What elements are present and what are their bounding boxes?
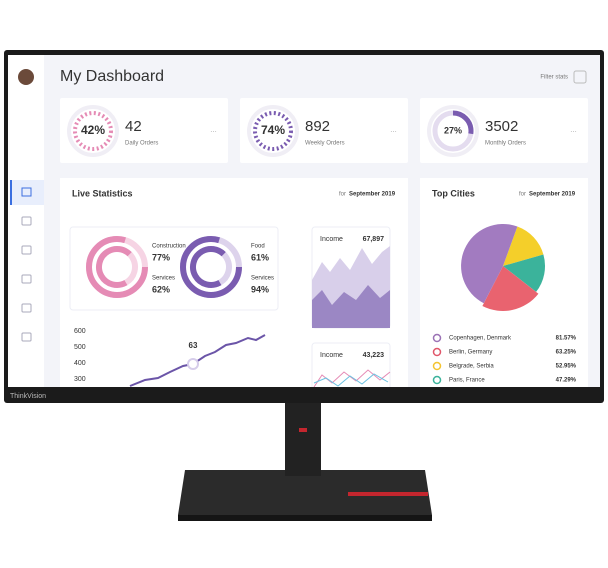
- city-dot: [432, 375, 442, 385]
- donut-name: Services: [152, 276, 175, 282]
- period[interactable]: September 2019: [529, 192, 576, 198]
- base-edge: [178, 515, 432, 521]
- dashboard-title: My Dashboard: [60, 68, 164, 85]
- stat-menu[interactable]: …: [570, 127, 577, 134]
- screen: My Dashboard Filter stats Live Statistic…: [8, 55, 600, 387]
- city-name: Copenhagen, Denmark: [449, 336, 512, 342]
- nav-icon[interactable]: [21, 245, 32, 255]
- nav-icon[interactable]: [21, 274, 32, 284]
- city-value: 47.29%: [556, 378, 577, 384]
- pie-slice: [482, 266, 539, 311]
- donut-outer-fill: [86, 236, 148, 298]
- income-value: 67,897: [363, 236, 385, 243]
- donut-name: Services: [251, 276, 274, 282]
- city-name: Belgrade, Serbia: [449, 364, 494, 370]
- live-title: Live Statistics: [72, 188, 133, 198]
- income-value: 43,223: [363, 352, 385, 359]
- stat-value: 892: [305, 118, 330, 135]
- brand: ThinkVision: [10, 393, 46, 400]
- income-line: [313, 373, 389, 387]
- trend-label: 63: [189, 341, 198, 350]
- base-accent: [348, 492, 428, 496]
- period-prefix: for: [519, 192, 526, 198]
- donut-name: Food: [251, 244, 265, 250]
- stat-percent: 74%: [261, 123, 285, 137]
- period[interactable]: September 2019: [349, 192, 396, 198]
- stat-value: 42: [125, 118, 142, 135]
- nav-icon[interactable]: [21, 216, 32, 226]
- nav-active-bar: [10, 180, 12, 205]
- neck-accent: [299, 428, 307, 432]
- ring-dots: [73, 111, 113, 151]
- nav-icon[interactable]: [21, 303, 32, 313]
- y-tick-label: 600: [74, 328, 86, 335]
- y-tick-label: 300: [74, 376, 86, 383]
- trend-line: [129, 334, 266, 387]
- nav-icon[interactable]: [21, 187, 32, 197]
- donut-value: 62%: [152, 284, 170, 294]
- stat-label: Weekly Orders: [305, 141, 345, 147]
- city-name: Berlin, Germany: [449, 350, 492, 356]
- filter-icon[interactable]: [573, 70, 587, 84]
- ring-dots: [253, 111, 293, 151]
- donut-value: 61%: [251, 252, 269, 262]
- period-prefix: for: [339, 192, 346, 198]
- stat-value: 3502: [485, 118, 518, 135]
- income-area: [312, 285, 390, 328]
- stat-percent: 27%: [444, 125, 462, 135]
- stat-label: Monthly Orders: [485, 141, 526, 147]
- donut-value: 94%: [251, 284, 269, 294]
- nav-active: [10, 180, 44, 205]
- city-value: 52.95%: [556, 364, 577, 370]
- income-label: Income: [320, 236, 343, 243]
- nav-icon[interactable]: [21, 332, 32, 342]
- trend-point: [187, 358, 199, 370]
- sidebar: [8, 55, 44, 387]
- donut-inner-bg: [190, 246, 232, 288]
- stat-percent: 42%: [81, 123, 105, 137]
- income-card: [311, 342, 391, 387]
- city-value: 81.57%: [556, 336, 577, 342]
- city-name: Paris, France: [449, 378, 485, 384]
- pie-slice: [503, 254, 546, 292]
- stat-menu[interactable]: …: [390, 127, 397, 134]
- city-value: 63.25%: [556, 350, 577, 356]
- y-tick-label: 500: [74, 344, 86, 351]
- filter-link[interactable]: Filter stats: [540, 75, 568, 81]
- donut-outer-fill: [180, 236, 242, 298]
- cities-title: Top Cities: [432, 188, 475, 198]
- donut-name: Construction: [152, 244, 186, 250]
- income-label: Income: [320, 352, 343, 359]
- stand-neck: [285, 400, 321, 476]
- donut-inner-bg: [96, 246, 138, 288]
- pie-slice: [503, 226, 544, 266]
- ring-fill: [432, 110, 474, 152]
- y-tick-label: 400: [74, 360, 86, 367]
- city-dot: [432, 333, 442, 343]
- stat-label: Daily Orders: [125, 141, 158, 147]
- stat-menu[interactable]: …: [210, 127, 217, 134]
- stand-base: [178, 470, 432, 515]
- avatar: [18, 69, 34, 85]
- pie-slice: [461, 223, 518, 304]
- donut-value: 77%: [152, 252, 170, 262]
- city-dot: [432, 347, 442, 357]
- city-dot: [432, 361, 442, 371]
